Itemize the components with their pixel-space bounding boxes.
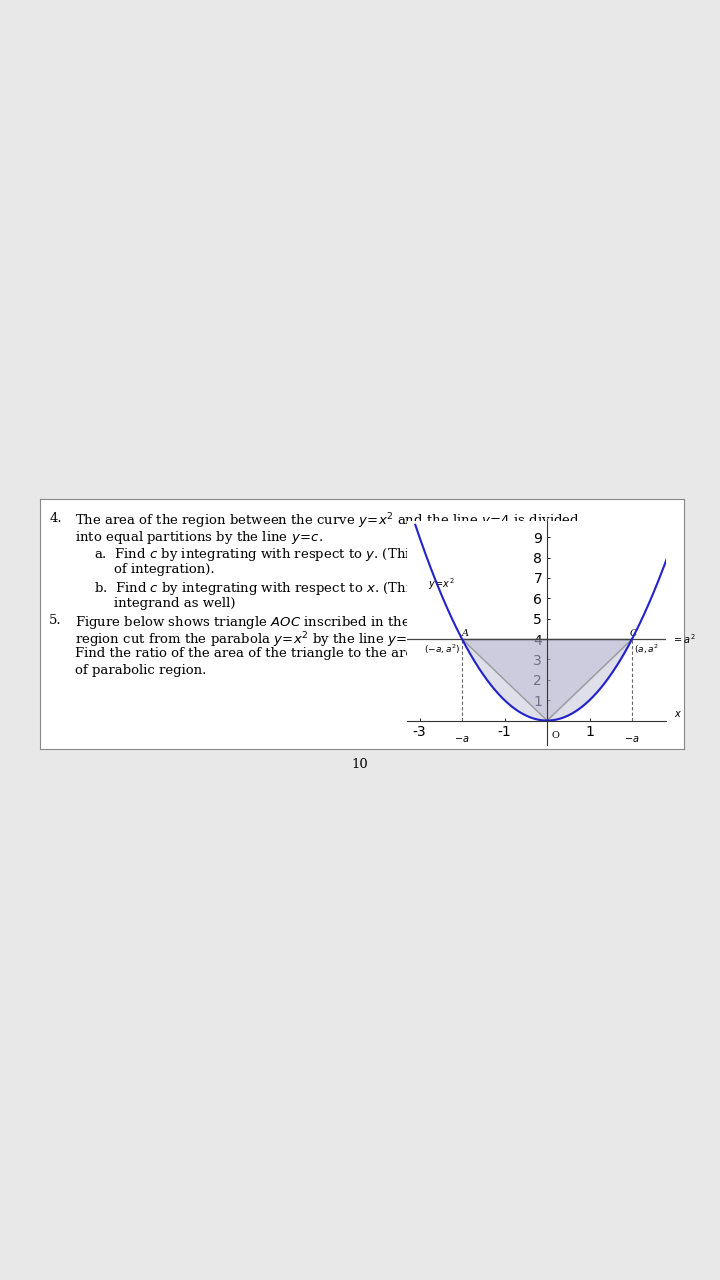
Text: $=a^2$: $=a^2$ — [672, 632, 696, 646]
Text: into equal partitions by the line $y\!=\!c$.: into equal partitions by the line $y\!=\… — [75, 529, 323, 545]
Text: $y\!=\!x^2$: $y\!=\!x^2$ — [428, 576, 454, 593]
Text: $(a,a^2$: $(a,a^2$ — [634, 643, 659, 655]
Text: of integration).: of integration). — [114, 563, 215, 576]
Text: 10: 10 — [351, 758, 369, 771]
Text: Figure below shows triangle $AOC$ inscribed in the: Figure below shows triangle $AOC$ inscri… — [75, 613, 410, 631]
Text: The area of the region between the curve $y\!=\!x^2$ and the line $y\!=\!4$ is d: The area of the region between the curve… — [75, 512, 580, 531]
Text: b.  Find $c$ by integrating with respect to $x$. (This puts $c$ into the: b. Find $c$ by integrating with respect … — [94, 580, 519, 596]
Text: 4.: 4. — [49, 512, 62, 525]
Text: integrand as well): integrand as well) — [114, 596, 235, 609]
Text: $x$: $x$ — [675, 709, 683, 719]
Text: A: A — [462, 628, 469, 637]
Text: of parabolic region.: of parabolic region. — [75, 664, 207, 677]
Text: $(-a,a^2)$: $(-a,a^2)$ — [424, 643, 460, 655]
Text: Find the ratio of the area of the triangle to the area: Find the ratio of the area of the triang… — [75, 648, 421, 660]
Text: $-a$: $-a$ — [624, 733, 640, 744]
Text: $-a$: $-a$ — [454, 733, 469, 744]
Text: 5.: 5. — [49, 613, 62, 626]
Text: C: C — [630, 628, 637, 637]
Text: a.  Find $c$ by integrating with respect to $y$. (This puts $c$ into the limits: a. Find $c$ by integrating with respect … — [94, 545, 560, 563]
Text: O: O — [552, 731, 559, 740]
Text: region cut from the parabola $y\!=\!x^2$ by the line $y\!=\!a^2$.: region cut from the parabola $y\!=\!x^2$… — [75, 631, 427, 650]
